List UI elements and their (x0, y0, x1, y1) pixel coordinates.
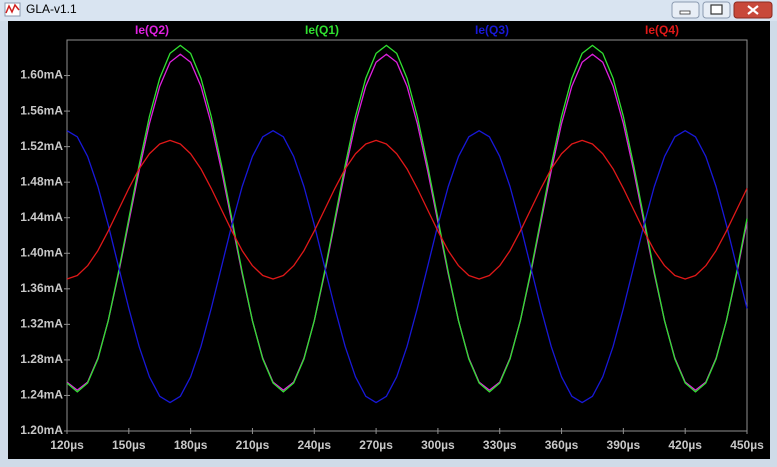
y-tick-label: 1.20mA (20, 423, 63, 437)
y-tick-label: 1.48mA (20, 174, 63, 188)
series-line (66, 53, 748, 391)
window-title: GLA-v1.1 (26, 2, 77, 16)
plot-frame (66, 39, 748, 432)
x-tick-label: 180µs (174, 438, 208, 452)
x-tick-label: 360µs (545, 438, 579, 452)
y-tick-label: 1.56mA (20, 103, 63, 117)
legend-entry: Ie(Q1) (305, 23, 339, 37)
y-tick-label: 1.40mA (20, 245, 63, 259)
plot-background (8, 21, 770, 459)
x-tick-label: 240µs (297, 438, 331, 452)
maximize-button[interactable] (702, 1, 731, 19)
y-tick-label: 1.36mA (20, 281, 63, 295)
y-tick-label: 1.44mA (20, 210, 63, 224)
x-tick-label: 420µs (668, 438, 702, 452)
x-tick-label: 210µs (236, 438, 270, 452)
legend-entry: Ie(Q2) (135, 23, 169, 37)
title-bar (0, 0, 777, 21)
y-tick-label: 1.24mA (20, 388, 63, 402)
plot: 1.20mA 1.24mA 1.28mA 1.32mA 1.36mA 1.40mA 1.44… (20, 23, 764, 452)
minimize-button[interactable] (671, 1, 700, 19)
y-tick-label: 1.28mA (20, 352, 63, 366)
x-tick-label: 300µs (421, 438, 455, 452)
x-tick-label: 150µs (112, 438, 146, 452)
app-icon (4, 2, 21, 17)
y-tick-label: 1.60mA (20, 68, 63, 82)
legend-entry: Ie(Q4) (645, 23, 679, 37)
x-tick-label: 120µs (50, 438, 84, 452)
x-tick-label: 330µs (483, 438, 517, 452)
series-line (66, 129, 748, 404)
x-tick-label: 270µs (359, 438, 393, 452)
close-button[interactable] (733, 1, 773, 19)
x-tick-label: 450µs (730, 438, 764, 452)
series-line (66, 44, 748, 393)
series-line (66, 139, 748, 280)
y-tick-label: 1.32mA (20, 317, 63, 331)
x-tick-label: 390µs (607, 438, 641, 452)
y-tick-label: 1.52mA (20, 139, 63, 153)
legend-entry: Ie(Q3) (475, 23, 509, 37)
